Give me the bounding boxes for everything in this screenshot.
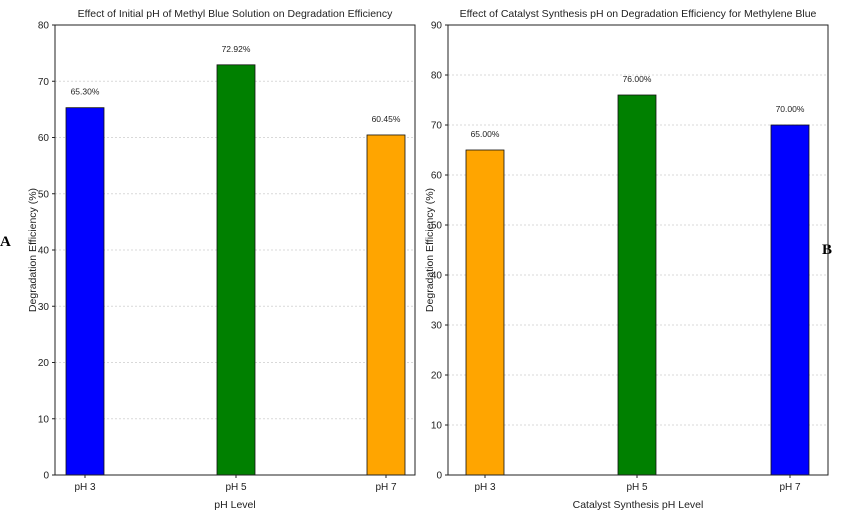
x-tick-label: pH 7 bbox=[375, 482, 397, 493]
plot-frame bbox=[447, 24, 829, 476]
y-tick-label: 80 bbox=[431, 71, 443, 82]
y-tick-label: 80 bbox=[38, 21, 50, 32]
chart-a: 65.30% 72.92% 60.45% 0 10 20 30 40 50 60 70 80 pH 3 p… bbox=[27, 8, 416, 511]
chart-b: 65.00% 76.00% 70.00% 0 10 20 30 40 50 60 70 80 90 pH … bbox=[424, 8, 829, 511]
data-label: 65.30% bbox=[71, 87, 100, 97]
y-tick-label: 30 bbox=[431, 321, 443, 332]
x-tick-label: pH 7 bbox=[779, 482, 801, 493]
bar bbox=[216, 64, 256, 476]
x-axis-label: pH Level bbox=[214, 499, 255, 511]
bar bbox=[465, 149, 505, 476]
x-tick-label: pH 5 bbox=[225, 482, 247, 493]
bar bbox=[366, 134, 406, 476]
y-axis-label: Degradation Efficiency (%) bbox=[27, 188, 39, 312]
x-tick-label: pH 3 bbox=[474, 482, 496, 493]
y-tick-label: 50 bbox=[431, 221, 443, 232]
data-label: 60.45% bbox=[372, 114, 401, 124]
y-tick-label: 70 bbox=[38, 77, 50, 88]
x-tick-label: pH 3 bbox=[74, 482, 96, 493]
chart-title: Effect of Catalyst Synthesis pH on Degra… bbox=[460, 8, 817, 20]
x-tick-label: pH 5 bbox=[626, 482, 648, 493]
y-tick-label: 60 bbox=[38, 133, 50, 144]
y-tick-label: 40 bbox=[38, 246, 50, 257]
y-tick-label: 30 bbox=[38, 302, 50, 313]
y-tick-label: 20 bbox=[431, 371, 443, 382]
y-axis-label: Degradation Efficiency (%) bbox=[424, 188, 436, 312]
y-tick-label: 90 bbox=[431, 21, 443, 32]
y-tick-label: 0 bbox=[43, 471, 49, 482]
data-label: 65.00% bbox=[471, 129, 500, 139]
chart-title: Effect of Initial pH of Methyl Blue Solu… bbox=[78, 8, 394, 20]
x-axis-label: Catalyst Synthesis pH Level bbox=[573, 499, 704, 511]
y-tick-label: 40 bbox=[431, 271, 443, 282]
y-tick-label: 60 bbox=[431, 171, 443, 182]
y-tick-label: 10 bbox=[431, 421, 443, 432]
y-tick-label: 70 bbox=[431, 121, 443, 132]
data-label: 76.00% bbox=[623, 74, 652, 84]
y-tick-label: 0 bbox=[436, 471, 442, 482]
y-tick-label: 10 bbox=[38, 414, 50, 425]
data-label: 70.00% bbox=[776, 104, 805, 114]
y-tick-label: 20 bbox=[38, 358, 50, 369]
panel-letter-b: B bbox=[822, 242, 832, 258]
panel-letter-a: A bbox=[0, 234, 11, 250]
y-tick-label: 50 bbox=[38, 189, 50, 200]
bar bbox=[770, 124, 810, 476]
bar bbox=[617, 94, 657, 476]
data-label: 72.92% bbox=[222, 44, 251, 54]
bar bbox=[65, 107, 105, 476]
